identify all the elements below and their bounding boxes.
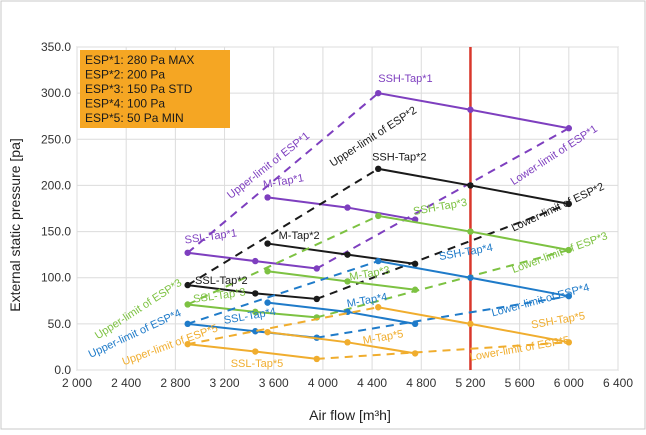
data-point	[375, 165, 382, 173]
legend-entry: ESP*3: 150 Pa STD	[85, 82, 193, 96]
y-tick-label: 250.0	[41, 132, 71, 146]
x-tick-label: 6 400	[603, 376, 633, 390]
data-point	[344, 278, 351, 285]
y-axis-title: External static pressure [pa]	[7, 138, 23, 312]
data-point	[375, 304, 382, 311]
legend-background	[80, 50, 230, 128]
data-point	[264, 240, 271, 247]
data-point	[411, 320, 419, 328]
data-point	[467, 320, 474, 328]
series-line	[187, 260, 379, 325]
legend-entry: ESP*1: 280 Pa MAX	[85, 53, 194, 67]
legend-entry: ESP*4: 100 Pa	[85, 97, 165, 111]
series-line	[187, 167, 379, 286]
x-tick-label: 4 800	[406, 376, 436, 390]
series-line	[316, 341, 569, 360]
data-point	[252, 348, 259, 355]
axes: 2 000 2 400 2 800 3 200 3 600 4 000 4 400 4 800…	[41, 40, 633, 390]
data-point	[375, 89, 382, 97]
series-layer	[184, 47, 573, 370]
data-point	[344, 251, 351, 258]
data-point	[467, 182, 474, 189]
y-tick-label: 100.0	[41, 271, 71, 285]
legend-entry: ESP*2: 200 Pa	[85, 68, 165, 82]
x-tick-label: 3 200	[210, 376, 240, 390]
series-label: M-Tap*2	[279, 230, 320, 242]
data-point	[264, 328, 271, 336]
x-tick-label: 6 000	[554, 376, 584, 390]
series-label: SSH-Tap*1	[378, 73, 432, 85]
data-point	[467, 106, 474, 113]
data-point	[565, 292, 573, 300]
y-tick-label: 50.0	[48, 317, 72, 331]
data-point	[252, 328, 259, 335]
series-label: SSH-Tap*2	[372, 152, 426, 164]
x-tick-label: 4 400	[357, 376, 387, 390]
data-point	[264, 299, 271, 306]
data-point	[264, 268, 271, 275]
legend-entry: ESP*5: 50 Pa MIN	[85, 111, 184, 125]
y-tick-label: 0.0	[54, 363, 71, 377]
data-point	[252, 257, 259, 265]
data-point	[565, 246, 573, 254]
data-point	[344, 339, 351, 346]
y-tick-label: 200.0	[41, 178, 71, 192]
data-point	[467, 274, 474, 281]
series-line	[316, 249, 570, 319]
data-point	[264, 194, 271, 201]
y-tick-label: 350.0	[41, 40, 71, 54]
data-point	[252, 290, 259, 297]
x-axis-title: Air flow [m³h]	[309, 407, 391, 423]
x-tick-label: 5 600	[505, 376, 535, 390]
series-label: SSL-Tap*2	[195, 275, 248, 287]
x-tick-label: 2 800	[160, 376, 190, 390]
x-tick-label: 3 600	[259, 376, 289, 390]
x-tick-label: 4 000	[308, 376, 338, 390]
series-line	[187, 214, 379, 306]
x-tick-label: 2 000	[62, 376, 92, 390]
data-point	[344, 204, 351, 211]
data-point	[565, 339, 573, 346]
y-tick-label: 300.0	[41, 86, 71, 100]
series-label: SSL-Tap*5	[231, 358, 284, 370]
y-tick-label: 150.0	[41, 225, 71, 239]
x-tick-label: 5 200	[455, 376, 485, 390]
x-tick-label: 2 400	[111, 376, 141, 390]
series-line	[316, 295, 569, 339]
data-point	[467, 228, 474, 235]
series-line	[316, 127, 570, 270]
series-line	[187, 306, 379, 346]
data-point	[252, 308, 259, 316]
